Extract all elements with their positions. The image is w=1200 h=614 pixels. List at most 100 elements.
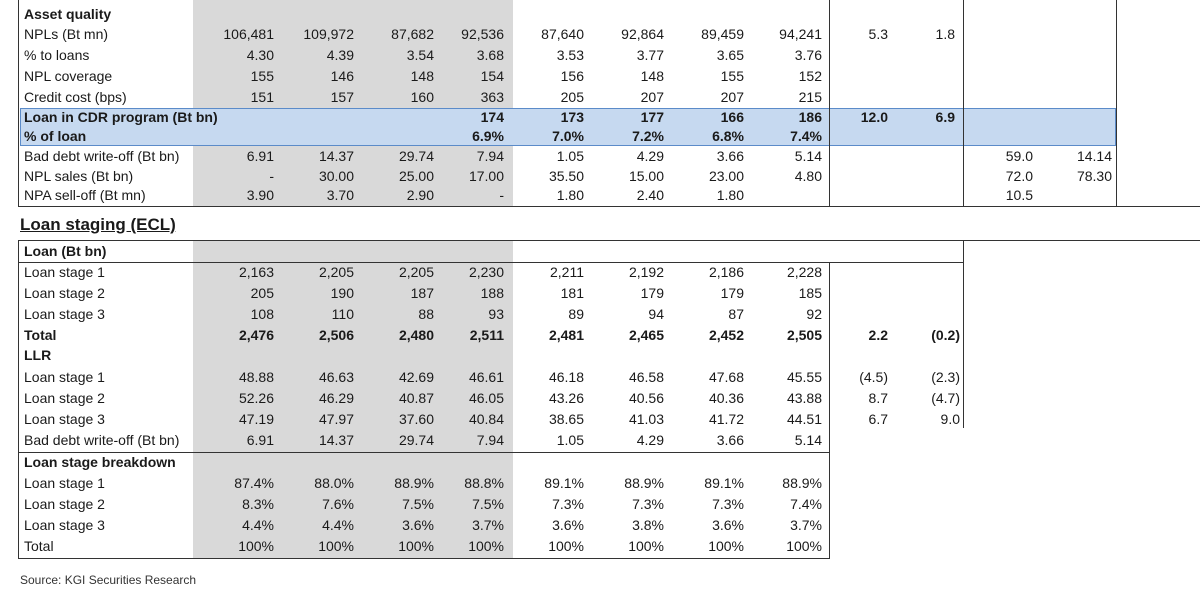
loan-staging-title: Loan staging (ECL) bbox=[20, 215, 176, 234]
value-cell: 2,211 bbox=[550, 264, 584, 280]
value-cell: 3.68 bbox=[476, 47, 504, 63]
divider-v4 bbox=[1116, 0, 1117, 206]
value-cell bbox=[274, 107, 354, 127]
value-cell: 2,465 bbox=[628, 327, 664, 343]
value-cell: 94 bbox=[648, 306, 664, 322]
value-cell bbox=[194, 107, 274, 127]
cdr-row: % of loan 6.9% 7.0% 7.2% 6.8% 7.4% bbox=[0, 126, 1200, 146]
breakdown-row: Loan stage 2 8.3% 7.6% 7.5% 7.5% 7.3% 7.3% 7.3%… bbox=[0, 494, 1200, 514]
value-cell: 2.90 bbox=[406, 187, 434, 203]
value-cell: 6.8% bbox=[712, 128, 744, 144]
value-cell: 188 bbox=[480, 285, 504, 301]
asset-quality-row: NPL sales (Bt bn) - 30.00 25.00 17.00 35.50 15… bbox=[0, 166, 1200, 186]
value-cell: 106,481 bbox=[223, 26, 274, 42]
value-cell: 4.4% bbox=[242, 517, 274, 533]
value-cell: 2,480 bbox=[398, 327, 434, 343]
growth-cell: 1.8 bbox=[935, 26, 955, 42]
value-cell: 186 bbox=[798, 109, 822, 125]
growth-cell: 10.5 bbox=[1005, 187, 1033, 203]
value-cell: 47.97 bbox=[318, 411, 354, 427]
row-label: Loan stage 3 bbox=[24, 411, 105, 427]
growth-cell bbox=[880, 262, 960, 282]
growth-cell bbox=[953, 66, 1033, 86]
growth-cell bbox=[953, 45, 1033, 65]
value-cell: 2,228 bbox=[786, 264, 822, 280]
value-cell: 3.66 bbox=[716, 432, 744, 448]
value-cell: 108 bbox=[250, 306, 274, 322]
value-cell: 155 bbox=[250, 68, 274, 84]
history-shade-mid bbox=[193, 146, 513, 206]
value-cell: 7.3% bbox=[552, 496, 584, 512]
growth-cell: 8.7 bbox=[868, 390, 888, 406]
value-cell: 6.91 bbox=[246, 432, 274, 448]
row-label: Loan stage 2 bbox=[24, 390, 105, 406]
divider-v6 bbox=[829, 262, 830, 558]
growth-cell: 59.0 bbox=[1005, 148, 1033, 164]
value-cell: 8.3% bbox=[242, 496, 274, 512]
row-label: NPLs (Bt mn) bbox=[24, 26, 109, 42]
growth-cell bbox=[1032, 66, 1112, 86]
value-cell: 179 bbox=[720, 285, 744, 301]
value-cell: 181 bbox=[560, 285, 584, 301]
value-cell: 4.4% bbox=[322, 517, 354, 533]
value-cell: 15.00 bbox=[628, 167, 664, 184]
value-cell: 2,452 bbox=[708, 327, 744, 343]
row-label: Loan stage 1 bbox=[24, 264, 105, 280]
row-label: Credit cost (bps) bbox=[24, 89, 127, 105]
value-cell: 41.72 bbox=[708, 411, 744, 427]
value-cell: 110 bbox=[331, 306, 354, 322]
value-cell: 2,205 bbox=[318, 264, 354, 280]
value-cell: 14.37 bbox=[318, 148, 354, 164]
value-cell: 151 bbox=[250, 89, 274, 105]
value-cell: 2,511 bbox=[469, 327, 504, 343]
growth-cell: 12.0 bbox=[860, 109, 888, 125]
value-cell: 89,459 bbox=[701, 26, 744, 42]
value-cell: 94,241 bbox=[779, 26, 822, 42]
llr-row: Bad debt write-off (Bt bn) 6.91 14.37 29.74… bbox=[0, 430, 1200, 450]
history-shade-bottom bbox=[193, 240, 513, 558]
value-cell: 109,972 bbox=[303, 26, 354, 42]
divider-v3 bbox=[963, 0, 964, 206]
value-cell: 187 bbox=[410, 285, 434, 301]
divider-v5 bbox=[18, 240, 19, 558]
value-cell: 35.50 bbox=[548, 167, 584, 184]
value-cell: 46.61 bbox=[468, 369, 504, 385]
growth-cell bbox=[953, 24, 1033, 44]
asset-quality-row: % to loans 4.30 4.39 3.54 3.68 3.53 3.77 3.65 3.… bbox=[0, 45, 1200, 65]
value-cell: 88.9% bbox=[782, 475, 822, 491]
loan-row: Loan stage 3 108 110 88 93 89 94 87 92 bbox=[0, 304, 1200, 324]
value-cell: 160 bbox=[410, 89, 434, 105]
value-cell: 46.29 bbox=[318, 390, 354, 406]
value-cell: 89.1% bbox=[544, 475, 584, 491]
value-cell: 48.88 bbox=[238, 369, 274, 385]
value-cell: 146 bbox=[330, 68, 354, 84]
value-cell: 2,230 bbox=[468, 264, 504, 280]
value-cell: 148 bbox=[640, 68, 664, 84]
value-cell: 23.00 bbox=[708, 167, 744, 184]
value-cell: 7.4% bbox=[790, 128, 822, 144]
row-label: Bad debt write-off (Bt bn) bbox=[24, 432, 180, 448]
growth-cell bbox=[953, 107, 1033, 127]
value-cell: 207 bbox=[640, 89, 664, 105]
llr-header: LLR bbox=[24, 347, 52, 363]
row-label: NPL sales (Bt bn) bbox=[24, 167, 134, 184]
divider-v1 bbox=[18, 0, 19, 206]
row-label: Loan stage 2 bbox=[24, 496, 105, 512]
growth-cell bbox=[808, 262, 888, 282]
value-cell bbox=[354, 126, 434, 146]
value-cell: 25.00 bbox=[398, 167, 434, 184]
value-cell: 190 bbox=[330, 285, 354, 301]
value-cell: 7.3% bbox=[712, 496, 744, 512]
growth-cell: 5.3 bbox=[868, 26, 888, 42]
growth-cell bbox=[808, 283, 888, 303]
growth-cell bbox=[808, 304, 888, 324]
value-cell: 2,186 bbox=[708, 264, 744, 280]
loan-row: Loan stage 1 2,163 2,205 2,205 2,230 2,211 2,1… bbox=[0, 262, 1200, 282]
growth-cell bbox=[875, 166, 955, 186]
value-cell: 3.77 bbox=[636, 47, 664, 63]
asset-quality-title: Asset quality bbox=[24, 6, 112, 22]
growth-cell bbox=[1032, 107, 1112, 127]
asset-quality-row: NPA sell-off (Bt mn) 3.90 3.70 2.90 - 1.80 2.4… bbox=[0, 185, 1200, 205]
value-cell: 4.80 bbox=[794, 167, 822, 184]
value-cell: 88.9% bbox=[624, 475, 664, 491]
